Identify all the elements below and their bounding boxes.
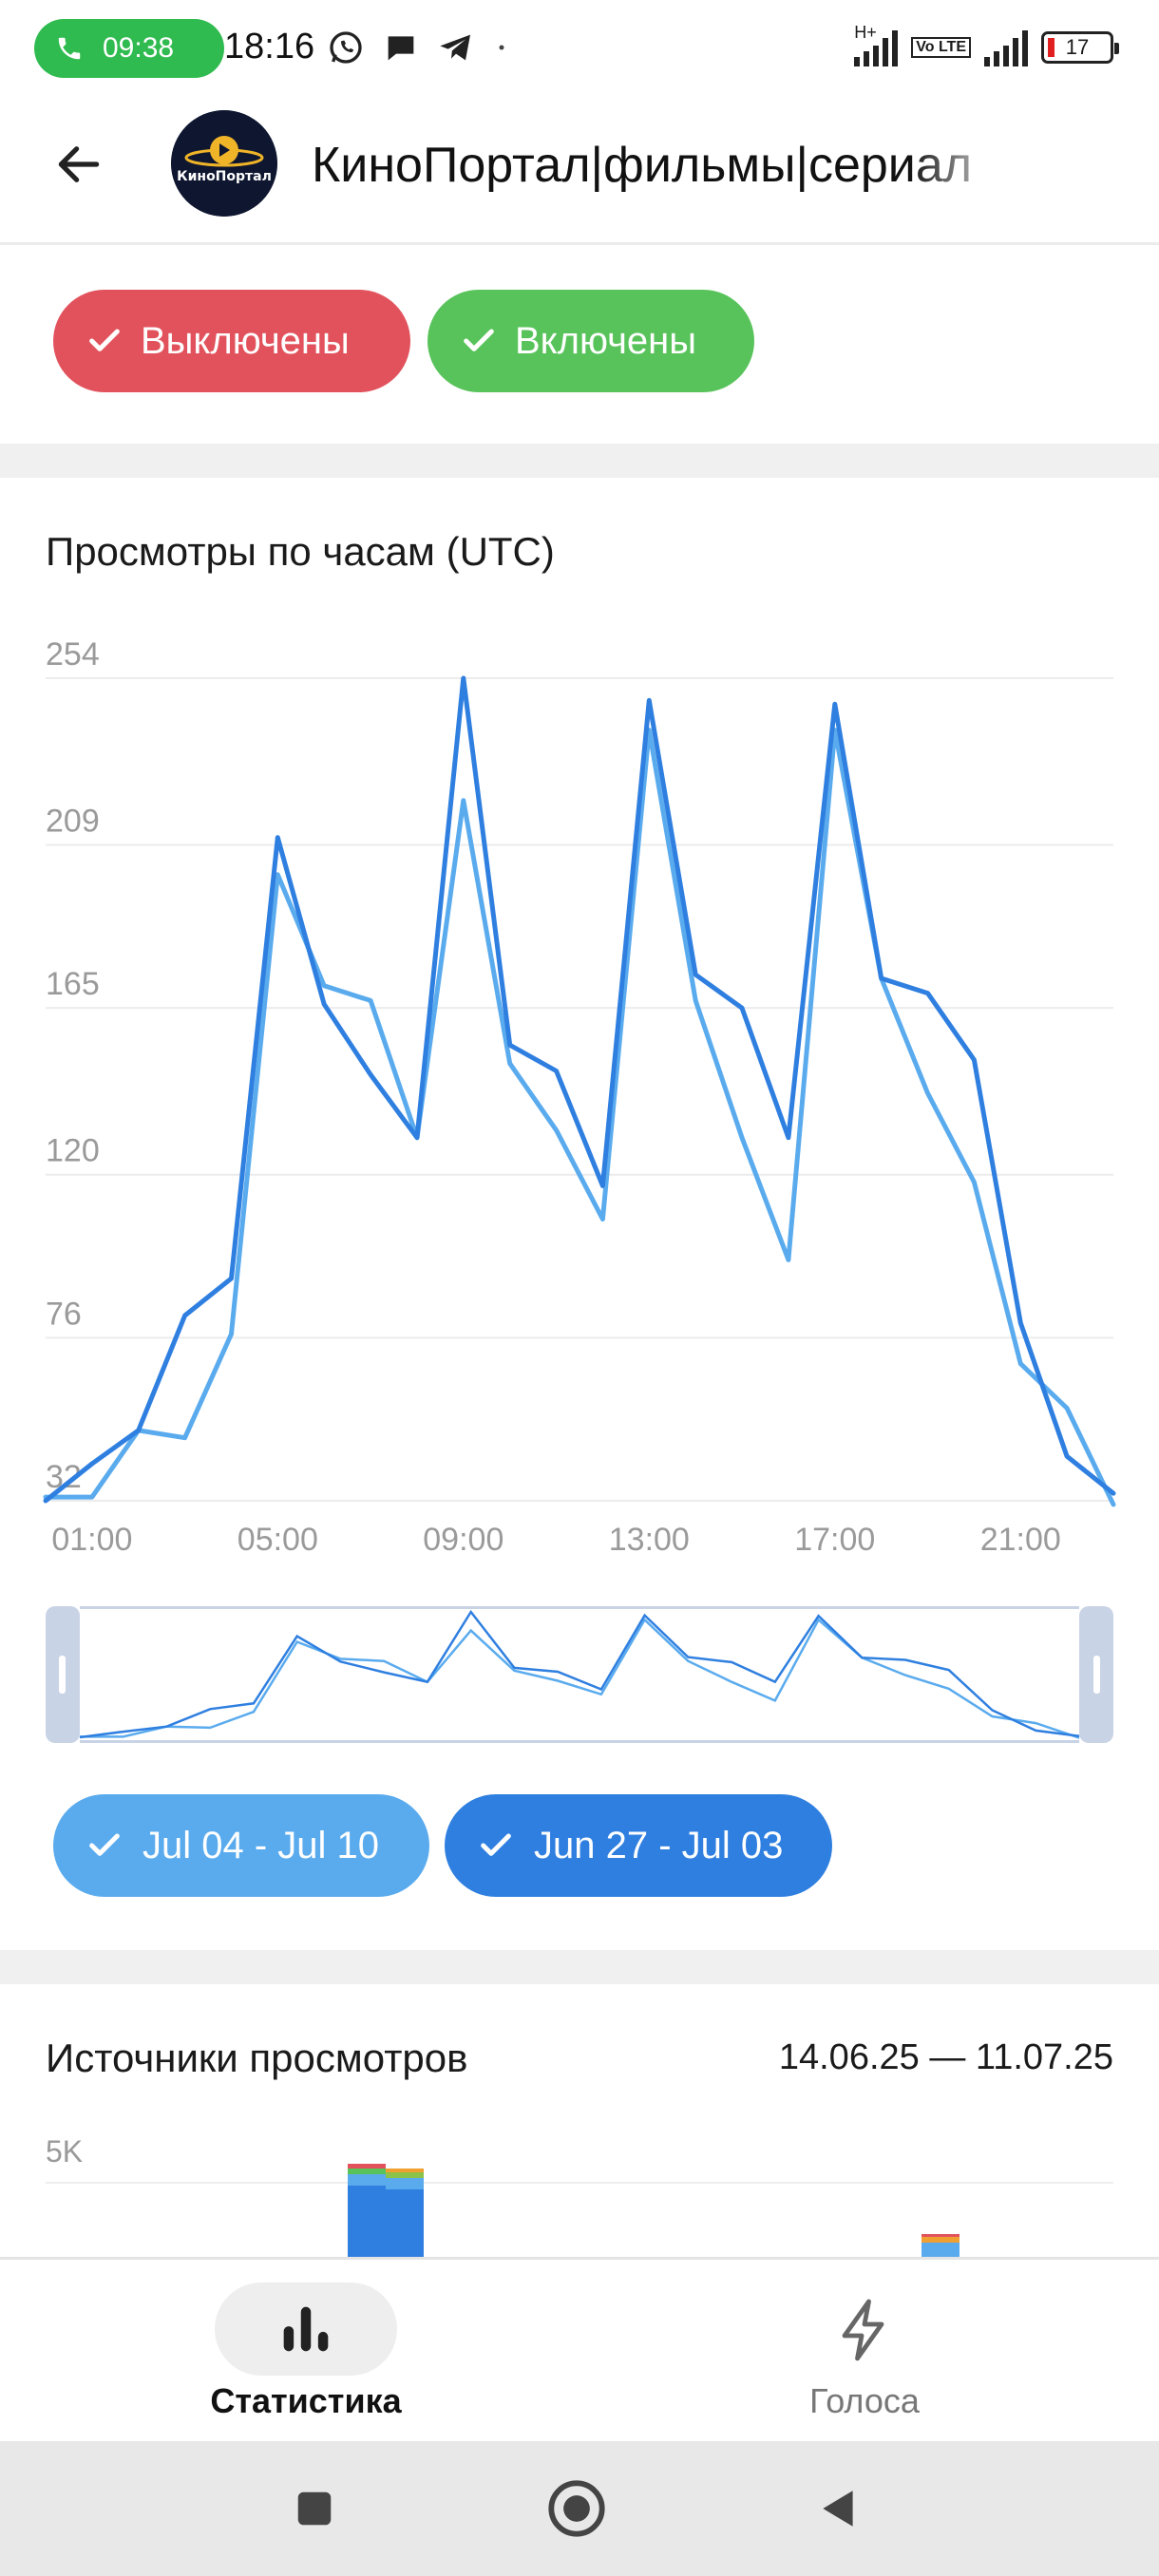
x-tick-label: 01:00 bbox=[51, 1522, 132, 1558]
sources-bar bbox=[922, 2234, 960, 2237]
system-navigation-bar bbox=[0, 2441, 1159, 2576]
filter-enabled-chip[interactable]: Включены bbox=[428, 290, 754, 392]
whatsapp-icon bbox=[330, 31, 362, 64]
sources-bar bbox=[348, 2169, 386, 2174]
check-icon bbox=[464, 329, 494, 351]
y-tick-label: 165 bbox=[46, 966, 100, 1002]
sources-y-tick: 5K bbox=[46, 2134, 84, 2169]
clock: 18:16 bbox=[224, 27, 315, 66]
sources-bar bbox=[386, 2172, 424, 2178]
legend-series-2-chip[interactable]: Jun 27 - Jul 03 bbox=[445, 1794, 832, 1897]
filter-chips: Выключены Включены bbox=[0, 248, 1159, 444]
legend-series-2-label: Jun 27 - Jul 03 bbox=[534, 1824, 784, 1866]
series-line-1 bbox=[43, 728, 1116, 1507]
network-type: H+ bbox=[854, 23, 877, 42]
sources-title: Источники просмотров bbox=[46, 2036, 468, 2080]
sources-chart[interactable] bbox=[0, 1984, 1159, 2258]
message-icon bbox=[388, 36, 414, 61]
sources-bar bbox=[348, 2174, 386, 2186]
series-line-2 bbox=[43, 675, 1116, 1504]
home-button[interactable] bbox=[543, 2475, 610, 2542]
dot-icon bbox=[499, 45, 504, 50]
section-divider bbox=[0, 444, 1159, 478]
call-duration: 09:38 bbox=[103, 32, 175, 64]
bar-chart-icon bbox=[283, 2306, 329, 2352]
lightning-icon bbox=[826, 2292, 902, 2368]
legend-series-1-chip[interactable]: Jul 04 - Jul 10 bbox=[53, 1794, 429, 1897]
legend-series-1-label: Jul 04 - Jul 10 bbox=[142, 1824, 380, 1866]
x-tick-label: 13:00 bbox=[609, 1522, 690, 1558]
check-icon bbox=[89, 1833, 120, 1856]
y-tick-label: 254 bbox=[46, 636, 100, 672]
filter-enabled-label: Включены bbox=[515, 319, 697, 362]
filter-disabled-label: Выключены bbox=[141, 319, 350, 362]
channel-logo-icon: КиноПортал bbox=[171, 110, 277, 217]
sources-bar bbox=[386, 2169, 424, 2172]
sources-bar bbox=[348, 2164, 386, 2169]
x-tick-label: 09:00 bbox=[423, 1522, 504, 1558]
check-icon bbox=[481, 1833, 511, 1856]
sources-bar bbox=[922, 2243, 960, 2258]
triangle-back-icon bbox=[823, 2491, 853, 2527]
telegram-icon bbox=[440, 34, 470, 61]
sources-bar bbox=[922, 2237, 960, 2243]
app-bar: КиноПортал КиноПортал|фильмы|сериал bbox=[0, 95, 1159, 245]
section-divider bbox=[0, 1950, 1159, 1984]
nav-statistics-label: Статистика bbox=[210, 2381, 402, 2420]
recents-button[interactable] bbox=[281, 2475, 348, 2542]
back-nav-button[interactable] bbox=[806, 2475, 872, 2542]
system-indicators: H+ Vo LTE 17 bbox=[854, 23, 1119, 66]
arrow-left-icon bbox=[58, 146, 100, 182]
nav-votes-label: Голоса bbox=[809, 2381, 920, 2420]
y-tick-label: 76 bbox=[46, 1296, 82, 1332]
channel-title: КиноПортал|фильмы|сериал bbox=[312, 138, 973, 193]
x-tick-label: 21:00 bbox=[980, 1522, 1061, 1558]
hourly-views-card: Просмотры по часам (UTC) 32 76 120 165 209 25… bbox=[0, 478, 1159, 1950]
square-icon bbox=[297, 2491, 332, 2526]
sources-date-range[interactable]: 14.06.25 — 11.07.25 bbox=[778, 2037, 1113, 2077]
nav-statistics-indicator bbox=[215, 2282, 397, 2376]
x-tick-label: 05:00 bbox=[238, 1522, 318, 1558]
view-sources-card: Источники просмотров 14.06.25 — 11.07.25… bbox=[0, 1984, 1159, 2258]
navigator-series-line-1 bbox=[80, 1618, 1080, 1739]
back-button[interactable] bbox=[46, 131, 112, 198]
battery-level: 17 bbox=[1065, 35, 1090, 59]
signal-2-icon bbox=[984, 28, 1028, 66]
channel-avatar[interactable]: КиноПортал bbox=[171, 110, 277, 217]
nav-votes-tab[interactable]: Голоса bbox=[580, 2260, 1159, 2444]
sources-gridline bbox=[46, 2182, 1113, 2184]
svg-text:КиноПортал: КиноПортал bbox=[177, 169, 272, 184]
chart-title: Просмотры по часам (UTC) bbox=[46, 529, 555, 574]
battery-icon: 17 bbox=[1041, 31, 1119, 64]
notification-icons bbox=[327, 28, 511, 66]
sources-bar bbox=[348, 2184, 386, 2258]
check-icon bbox=[89, 329, 120, 351]
bottom-navigation: Статистика Голоса bbox=[0, 2257, 1159, 2441]
volte-badge: Vo LTE bbox=[911, 37, 971, 58]
status-bar: 09:38 18:16 H+ Vo LTE 17 bbox=[0, 0, 1159, 95]
y-tick-label: 120 bbox=[46, 1133, 100, 1169]
sources-bar bbox=[386, 2188, 424, 2258]
phone-icon bbox=[58, 37, 81, 60]
y-tick-label: 209 bbox=[46, 804, 100, 840]
navigator-series-line-2 bbox=[79, 1609, 1080, 1739]
filter-disabled-chip[interactable]: Выключены bbox=[53, 290, 410, 392]
signal-1-icon: H+ bbox=[854, 23, 899, 66]
nav-statistics-tab[interactable]: Статистика bbox=[0, 2260, 580, 2444]
chart-range-navigator[interactable] bbox=[46, 1606, 1113, 1743]
x-tick-label: 17:00 bbox=[794, 1522, 875, 1558]
ongoing-call-pill[interactable]: 09:38 bbox=[34, 19, 224, 78]
home-circle-icon bbox=[548, 2480, 605, 2537]
sources-bar bbox=[386, 2178, 424, 2189]
